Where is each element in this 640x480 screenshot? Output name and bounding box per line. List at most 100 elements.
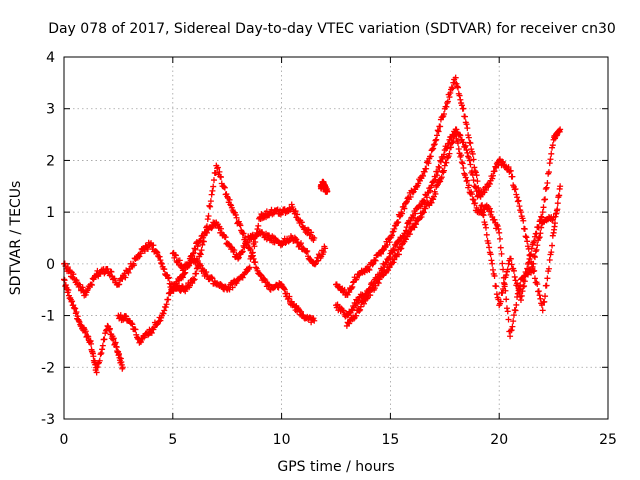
data-point [402, 236, 409, 243]
data-point [516, 203, 523, 210]
data-point [554, 200, 561, 207]
data-point [392, 243, 399, 250]
data-point [429, 146, 436, 153]
data-point [493, 221, 500, 228]
data-point [509, 173, 516, 180]
data-point [108, 268, 115, 275]
data-point [444, 98, 451, 105]
data-point [136, 253, 143, 260]
data-point [286, 293, 293, 300]
data-point [538, 302, 545, 309]
data-point [541, 298, 548, 305]
data-point [156, 253, 163, 260]
data-point [458, 159, 465, 166]
data-point [472, 200, 479, 207]
data-point [548, 150, 555, 157]
data-point [212, 170, 219, 177]
data-point [238, 249, 245, 256]
data-point [353, 274, 360, 281]
data-point [265, 282, 272, 289]
data-point [207, 198, 214, 205]
data-point [524, 243, 531, 250]
y-tick-label: 1 [46, 205, 55, 221]
data-point [455, 146, 462, 153]
data-point [210, 177, 217, 184]
data-point [538, 214, 545, 221]
y-tick-label: 2 [46, 153, 55, 169]
data-point [470, 196, 477, 203]
data-point [463, 147, 470, 154]
data-point [308, 229, 315, 236]
data-point [79, 284, 86, 291]
data-point [462, 113, 469, 120]
data-point [303, 248, 310, 255]
data-point [433, 136, 440, 143]
data-point [528, 269, 535, 276]
data-point [99, 346, 106, 353]
data-point [312, 261, 319, 268]
data-point [514, 294, 521, 301]
data-point [508, 261, 515, 268]
data-point [252, 259, 259, 266]
data-point [148, 329, 155, 336]
data-point [495, 226, 502, 233]
grid [64, 57, 608, 419]
data-point [197, 251, 204, 258]
data-point [425, 160, 432, 167]
data-point [176, 257, 183, 264]
data-point [255, 222, 262, 229]
y-tick-label: -2 [41, 360, 55, 376]
data-point [281, 286, 288, 293]
data-point [190, 249, 197, 256]
y-tick-label: -3 [41, 412, 55, 428]
data-point [257, 271, 264, 278]
data-point [522, 233, 529, 240]
data-point [222, 234, 229, 241]
data-point [110, 335, 117, 342]
data-point [153, 248, 160, 255]
data-point [122, 274, 129, 281]
data-point [515, 197, 522, 204]
data-point [436, 164, 443, 171]
data-point [348, 285, 355, 292]
data-point [97, 351, 104, 358]
data-point [497, 244, 504, 251]
data-point [456, 92, 463, 99]
data-point [232, 211, 239, 218]
data-point [513, 301, 520, 308]
data-point [64, 264, 71, 271]
data-point [349, 283, 356, 290]
data-point [472, 183, 479, 190]
data-point [505, 164, 512, 171]
data-point [298, 308, 305, 315]
data-point [435, 163, 442, 170]
data-point [510, 318, 517, 325]
data-point [509, 323, 516, 330]
data-point [497, 298, 504, 305]
data-point [200, 267, 207, 274]
data-point [246, 264, 253, 271]
data-point [214, 164, 221, 171]
data-point [94, 364, 101, 371]
data-point [427, 187, 434, 194]
data-point [514, 198, 521, 205]
data-point [154, 249, 161, 256]
data-point [489, 260, 496, 267]
data-point [385, 255, 392, 262]
data-point [472, 184, 479, 191]
data-point [446, 150, 453, 157]
data-point [427, 153, 434, 160]
data-point [197, 262, 204, 269]
data-point [239, 274, 246, 281]
data-point [460, 164, 467, 171]
data-point [491, 168, 498, 175]
data-point [372, 257, 379, 264]
data-point [197, 250, 203, 257]
data-point [353, 312, 360, 319]
data-point [517, 209, 524, 216]
data-point [539, 307, 546, 314]
data-point [534, 281, 541, 288]
data-point [171, 281, 178, 288]
data-point [510, 312, 517, 319]
y-tick-label: 0 [46, 257, 55, 273]
